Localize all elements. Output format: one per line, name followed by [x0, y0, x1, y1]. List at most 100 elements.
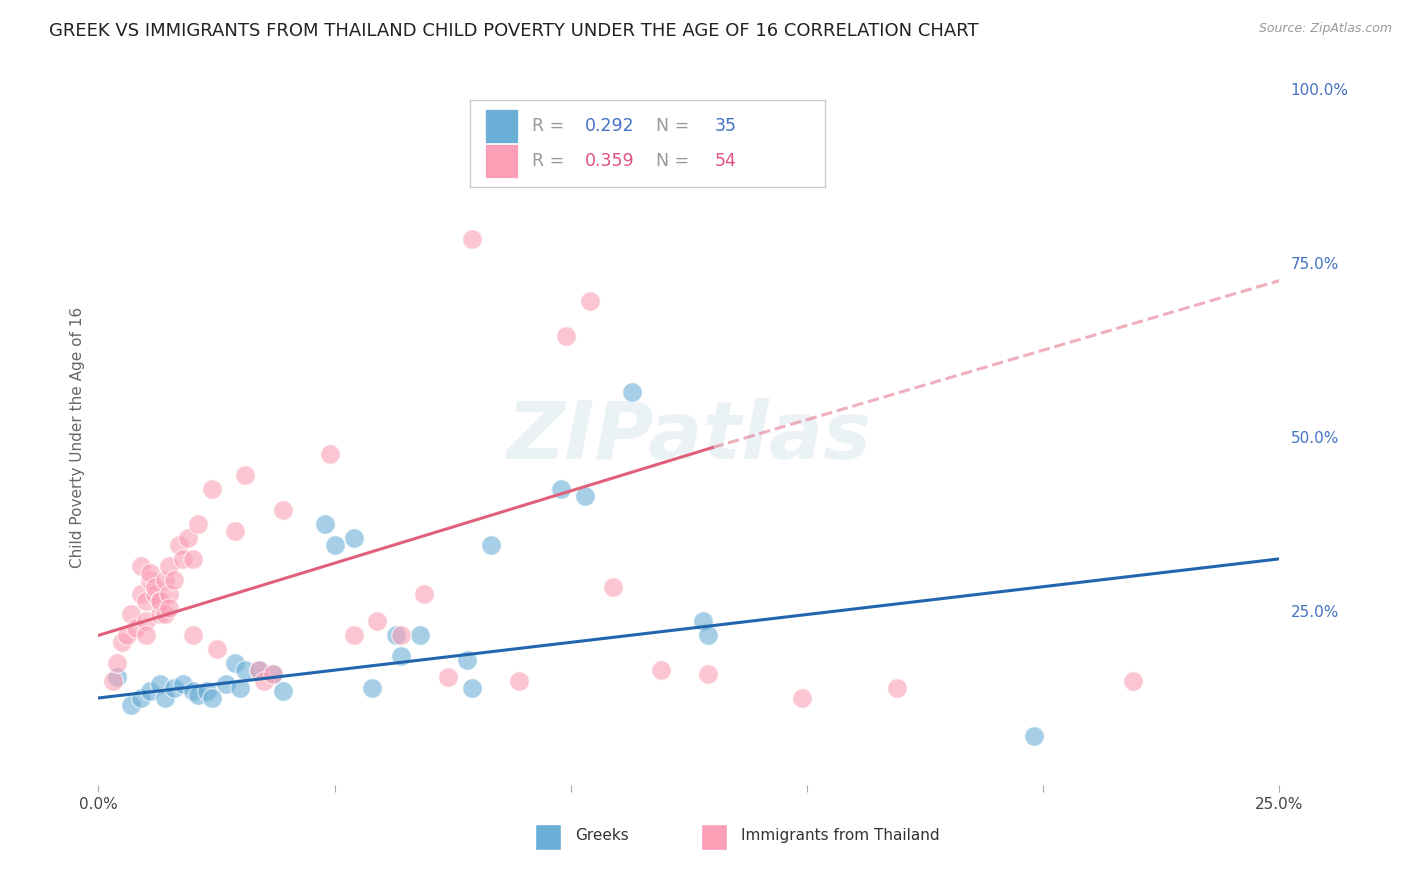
Point	[650, 663, 672, 677]
Text: 0.292: 0.292	[585, 117, 634, 135]
Point	[437, 670, 460, 684]
Text: N =: N =	[655, 117, 695, 135]
Point	[177, 531, 200, 545]
Point	[153, 690, 176, 705]
Point	[115, 628, 138, 642]
Point	[195, 684, 218, 698]
Point	[187, 688, 209, 702]
Point	[163, 681, 186, 695]
Point	[121, 607, 143, 622]
Y-axis label: Child Poverty Under the Age of 16: Child Poverty Under the Age of 16	[69, 307, 84, 567]
Point	[385, 628, 408, 642]
Point	[125, 621, 148, 635]
Point	[366, 615, 388, 629]
Point	[271, 503, 294, 517]
Text: R =: R =	[531, 152, 569, 169]
Point	[229, 681, 252, 695]
Point	[149, 607, 172, 622]
Point	[247, 663, 270, 677]
Point	[143, 587, 166, 601]
Point	[149, 593, 172, 607]
Point	[139, 573, 162, 587]
Point	[696, 666, 718, 681]
Point	[163, 573, 186, 587]
Point	[314, 516, 336, 531]
Point	[157, 587, 180, 601]
Point	[456, 653, 478, 667]
Point	[129, 558, 152, 573]
Point	[139, 566, 162, 580]
Point	[157, 558, 180, 573]
Text: Source: ZipAtlas.com: Source: ZipAtlas.com	[1258, 22, 1392, 36]
Point	[201, 690, 224, 705]
Text: R =: R =	[531, 117, 569, 135]
Point	[319, 447, 342, 462]
Point	[1122, 673, 1144, 688]
Point	[129, 690, 152, 705]
FancyBboxPatch shape	[471, 100, 825, 186]
Text: ZIPatlas: ZIPatlas	[506, 398, 872, 476]
Text: Immigrants from Thailand: Immigrants from Thailand	[741, 829, 939, 843]
Point	[696, 628, 718, 642]
Point	[342, 628, 364, 642]
Point	[172, 551, 194, 566]
Bar	[536, 824, 561, 850]
Point	[105, 657, 128, 671]
Point	[205, 642, 228, 657]
Point	[342, 531, 364, 545]
Point	[167, 538, 190, 552]
Text: 35: 35	[714, 117, 737, 135]
Point	[508, 673, 530, 688]
Text: 54: 54	[714, 152, 737, 169]
Point	[187, 516, 209, 531]
Text: Greeks: Greeks	[575, 829, 630, 843]
Point	[460, 232, 482, 246]
Point	[413, 587, 436, 601]
Point	[262, 666, 284, 681]
Point	[479, 538, 502, 552]
Point	[181, 628, 204, 642]
Point	[215, 677, 238, 691]
Point	[1022, 729, 1045, 743]
Point	[361, 681, 384, 695]
Text: N =: N =	[655, 152, 695, 169]
Point	[135, 628, 157, 642]
Bar	[700, 824, 727, 850]
Point	[692, 615, 714, 629]
Point	[247, 663, 270, 677]
Point	[621, 384, 644, 399]
Point	[105, 670, 128, 684]
Point	[578, 294, 600, 309]
Point	[602, 580, 624, 594]
Point	[224, 657, 246, 671]
Point	[157, 600, 180, 615]
Bar	[485, 145, 517, 178]
Point	[389, 649, 412, 664]
Point	[262, 666, 284, 681]
Point	[224, 524, 246, 538]
Point	[135, 593, 157, 607]
Point	[181, 551, 204, 566]
Point	[323, 538, 346, 552]
Point	[135, 615, 157, 629]
Point	[101, 673, 124, 688]
Point	[389, 628, 412, 642]
Point	[181, 684, 204, 698]
Point	[143, 580, 166, 594]
Point	[201, 482, 224, 496]
Point	[139, 684, 162, 698]
Point	[408, 628, 430, 642]
Point	[153, 607, 176, 622]
Point	[149, 677, 172, 691]
Point	[111, 635, 134, 649]
Text: 0.359: 0.359	[585, 152, 634, 169]
Point	[153, 573, 176, 587]
Point	[129, 587, 152, 601]
Point	[233, 468, 256, 483]
Point	[149, 593, 172, 607]
Point	[792, 690, 814, 705]
Point	[574, 489, 596, 503]
Text: GREEK VS IMMIGRANTS FROM THAILAND CHILD POVERTY UNDER THE AGE OF 16 CORRELATION : GREEK VS IMMIGRANTS FROM THAILAND CHILD …	[49, 22, 979, 40]
Point	[121, 698, 143, 712]
Point	[172, 677, 194, 691]
